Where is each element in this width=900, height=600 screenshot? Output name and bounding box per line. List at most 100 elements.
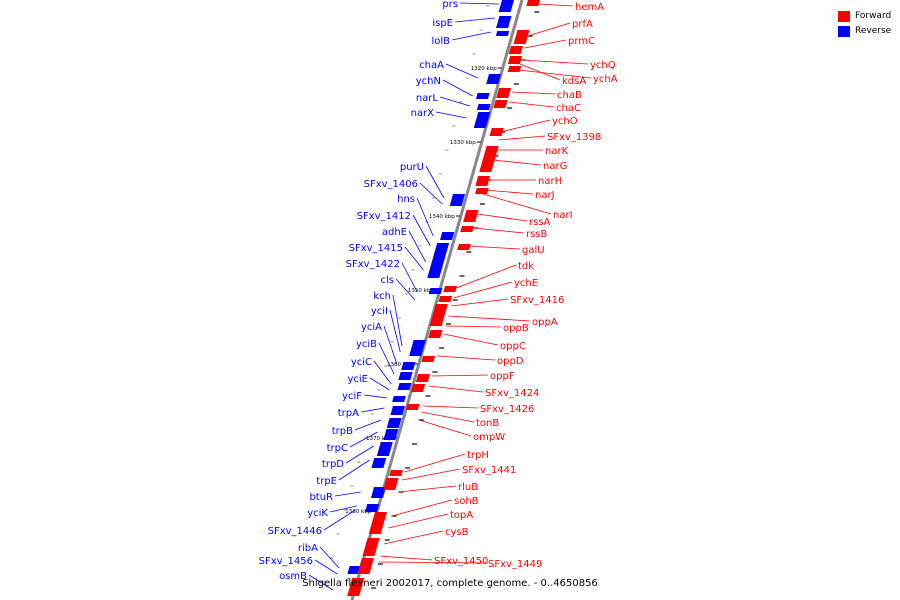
label-leader-line xyxy=(448,315,531,322)
label-leader-line xyxy=(378,561,487,564)
forward-feature xyxy=(457,244,471,250)
forward-feature xyxy=(507,66,522,72)
gene-label-SFxv_1406: SFxv_1406 xyxy=(364,179,418,190)
label-leader-line xyxy=(484,189,534,195)
reverse-feature xyxy=(397,383,412,390)
label-leader-line xyxy=(509,101,555,108)
scale-label: 1330 kbp xyxy=(450,140,476,146)
forward-feature xyxy=(410,384,426,392)
gene-label-trpA: trpA xyxy=(338,408,359,419)
reverse-feature xyxy=(398,372,413,380)
gene-label-osmB: osmB xyxy=(279,571,307,582)
reverse-feature xyxy=(427,243,450,278)
gene-label-oppA: oppA xyxy=(532,317,558,328)
gene-label-SFxv_1449: SFxv_1449 xyxy=(488,559,542,570)
label-leader-line xyxy=(428,385,484,393)
label-leader-line xyxy=(388,513,449,529)
gene-label-narG: narG xyxy=(543,161,567,172)
gene-label-kdsA: kdsA xyxy=(562,76,586,87)
label-leader-line xyxy=(518,69,592,79)
gene-label-SFxv_1426: SFxv_1426 xyxy=(480,404,534,415)
gene-label-cls: cls xyxy=(381,275,395,286)
label-leader-line xyxy=(445,325,502,328)
label-leader-line xyxy=(319,546,340,569)
label-leader-line xyxy=(422,405,479,409)
label-leader-line xyxy=(524,39,567,49)
gene-label-purU: purU xyxy=(400,162,424,173)
gene-label-chaC: chaC xyxy=(556,103,581,114)
forward-feature xyxy=(460,226,474,232)
legend-item-forward: Forward xyxy=(838,9,891,23)
gene-label-yciC: yciC xyxy=(351,357,372,368)
gene-label-oppD: oppD xyxy=(497,356,524,367)
reverse-feature xyxy=(475,93,490,99)
label-leader-line xyxy=(431,374,489,377)
reverse-feature xyxy=(473,112,491,128)
label-leader-line xyxy=(392,294,403,347)
gene-label-rluB: rluB xyxy=(458,482,478,493)
label-leader-line xyxy=(404,246,424,271)
reverse-feature xyxy=(364,504,380,512)
gene-label-rssA: rssA xyxy=(529,217,551,228)
gene-label-SFxv_1398: SFxv_1398 xyxy=(547,132,601,143)
legend-swatch-reverse xyxy=(838,25,850,37)
gene-label-prs: prs xyxy=(442,0,458,10)
gene-label-yciI: yciI xyxy=(371,306,388,317)
forward-feature xyxy=(347,578,365,596)
gene-label-ychN: ychN xyxy=(416,76,441,87)
label-leader-line xyxy=(451,298,509,307)
label-leader-line xyxy=(425,165,445,199)
label-leader-line xyxy=(482,193,552,215)
label-leader-line xyxy=(345,445,374,464)
reverse-feature xyxy=(428,288,443,294)
label-leader-line xyxy=(451,31,492,41)
label-leader-line xyxy=(408,230,427,263)
gene-label-kch: kch xyxy=(373,291,391,302)
gene-label-SFxv_1412: SFxv_1412 xyxy=(357,211,411,222)
scale-label: 1340 kbp xyxy=(429,214,455,220)
gene-label-trpH: trpH xyxy=(467,450,489,461)
gene-label-ribA: ribA xyxy=(298,543,318,554)
gene-label-SFxv_1424: SFxv_1424 xyxy=(485,388,539,399)
forward-feature xyxy=(489,128,504,136)
forward-feature xyxy=(463,210,479,222)
forward-feature xyxy=(438,296,453,302)
gene-label-sohB: sohB xyxy=(454,496,479,507)
label-leader-line xyxy=(308,574,334,591)
label-leader-line xyxy=(389,309,401,353)
gene-label-topA: topA xyxy=(450,510,473,521)
forward-feature xyxy=(389,470,403,476)
reverse-feature xyxy=(383,429,399,440)
label-leader-line xyxy=(314,559,338,575)
scale-labels: 1320 kbp 1330 kbp 1340 kbp 1350 kbp 1360 kbp… xyxy=(345,66,502,515)
label-leader-line xyxy=(520,59,589,65)
forward-feature xyxy=(493,100,508,108)
gene-label-narK: narK xyxy=(545,146,569,157)
scale-label: 1370 kbp xyxy=(366,436,392,442)
forward-feature xyxy=(443,286,457,292)
label-leader-line xyxy=(334,491,361,497)
gene-label-SFxv_1441: SFxv_1441 xyxy=(462,465,516,476)
label-leader-line xyxy=(404,453,466,473)
scale-label: 1360 kbp xyxy=(387,362,413,368)
forward-feature xyxy=(496,88,512,98)
legend-swatch-forward xyxy=(838,10,850,22)
label-leader-line xyxy=(511,91,556,95)
label-leader-line xyxy=(492,159,542,166)
gene-label-oppC: oppC xyxy=(500,341,526,352)
gene-label-ychA: ychA xyxy=(593,74,618,85)
gene-label-prfA: prfA xyxy=(572,19,593,30)
gene-label-yciB: yciB xyxy=(356,339,377,350)
gene-label-trpB: trpB xyxy=(332,426,353,437)
gene-label-narH: narH xyxy=(538,176,562,187)
reverse-features xyxy=(347,0,514,574)
label-leader-line xyxy=(416,197,434,237)
reverse-feature xyxy=(371,458,387,468)
scale-label: 1320 kbp xyxy=(471,66,497,72)
genome-backbone xyxy=(350,0,524,600)
gene-label-yciF: yciF xyxy=(342,391,362,402)
reverse-feature xyxy=(498,0,514,12)
label-leader-line xyxy=(369,377,390,391)
label-leader-line xyxy=(443,333,499,346)
